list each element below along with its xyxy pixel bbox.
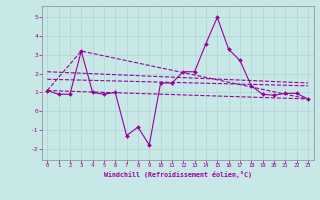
X-axis label: Windchill (Refroidissement éolien,°C): Windchill (Refroidissement éolien,°C)	[104, 171, 252, 178]
